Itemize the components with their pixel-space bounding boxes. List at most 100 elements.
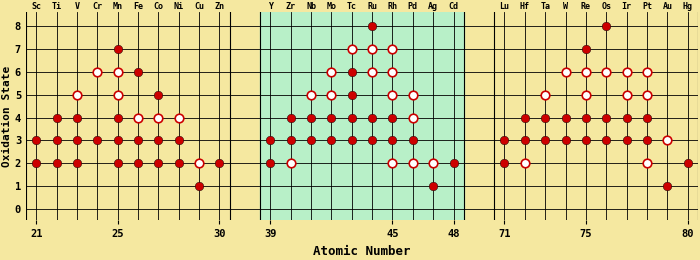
Point (193, 184, 204, 188)
Point (367, 47, 378, 51)
Point (31, 161, 42, 165)
Point (346, 115, 358, 120)
Point (193, 161, 204, 165)
Point (580, 115, 592, 120)
Point (387, 115, 398, 120)
Point (540, 138, 551, 142)
Point (387, 93, 398, 97)
Point (580, 93, 592, 97)
Point (580, 138, 592, 142)
Point (540, 93, 551, 97)
X-axis label: Atomic Number: Atomic Number (313, 245, 411, 258)
Point (112, 161, 123, 165)
Point (519, 161, 531, 165)
Point (153, 138, 164, 142)
Point (92, 138, 103, 142)
Point (265, 161, 276, 165)
Point (621, 115, 632, 120)
Point (499, 161, 510, 165)
Point (285, 161, 296, 165)
Point (132, 70, 144, 74)
Point (387, 70, 398, 74)
Point (214, 161, 225, 165)
Point (112, 115, 123, 120)
Point (519, 115, 531, 120)
Point (51, 115, 62, 120)
Point (153, 115, 164, 120)
Point (428, 184, 439, 188)
Point (601, 70, 612, 74)
Point (641, 93, 652, 97)
Point (132, 138, 144, 142)
Point (387, 161, 398, 165)
Point (601, 138, 612, 142)
Point (71, 138, 83, 142)
Point (387, 47, 398, 51)
Point (621, 70, 632, 74)
Point (305, 115, 316, 120)
Point (367, 115, 378, 120)
Point (367, 70, 378, 74)
Point (173, 138, 184, 142)
Point (641, 70, 652, 74)
Point (112, 70, 123, 74)
Point (580, 47, 592, 51)
Point (641, 115, 652, 120)
Point (346, 138, 358, 142)
Point (285, 115, 296, 120)
Point (112, 93, 123, 97)
Point (112, 47, 123, 51)
Point (326, 115, 337, 120)
Point (265, 138, 276, 142)
Point (560, 115, 571, 120)
Point (641, 138, 652, 142)
Point (367, 24, 378, 28)
Point (621, 93, 632, 97)
Point (407, 161, 419, 165)
Point (51, 138, 62, 142)
Point (132, 115, 144, 120)
Point (173, 161, 184, 165)
Point (621, 138, 632, 142)
Point (132, 161, 144, 165)
Point (499, 138, 510, 142)
Point (112, 138, 123, 142)
Point (560, 138, 571, 142)
Point (71, 93, 83, 97)
Point (601, 24, 612, 28)
Bar (260, 12, 464, 220)
Point (92, 70, 103, 74)
Point (662, 184, 673, 188)
Point (407, 138, 419, 142)
Point (682, 161, 693, 165)
Point (71, 161, 83, 165)
Point (326, 93, 337, 97)
Point (560, 70, 571, 74)
Point (346, 70, 358, 74)
Point (305, 138, 316, 142)
Point (51, 161, 62, 165)
Point (153, 161, 164, 165)
Point (662, 138, 673, 142)
Point (428, 161, 439, 165)
Point (305, 93, 316, 97)
Point (326, 138, 337, 142)
Point (71, 115, 83, 120)
Point (346, 93, 358, 97)
Point (580, 70, 592, 74)
Point (387, 138, 398, 142)
Point (153, 93, 164, 97)
Point (601, 115, 612, 120)
Point (285, 138, 296, 142)
Point (448, 161, 459, 165)
Point (173, 115, 184, 120)
Point (540, 115, 551, 120)
Point (407, 93, 419, 97)
Point (407, 115, 419, 120)
Y-axis label: Oxidation State: Oxidation State (2, 66, 12, 167)
Point (326, 70, 337, 74)
Point (31, 138, 42, 142)
Point (367, 138, 378, 142)
Point (519, 138, 531, 142)
Point (346, 47, 358, 51)
